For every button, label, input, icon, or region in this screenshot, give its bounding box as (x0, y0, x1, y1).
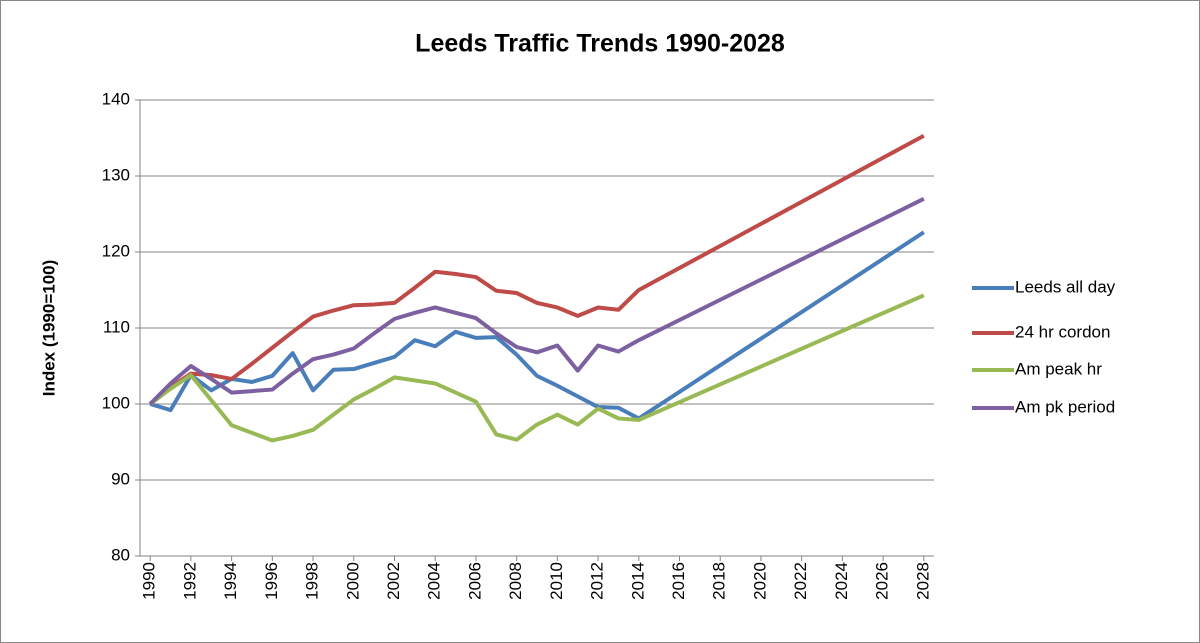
series-line (148, 293, 925, 443)
x-tick-label: 2026 (873, 562, 892, 600)
x-tick-label: 1990 (140, 562, 159, 600)
y-tick-label: 90 (111, 469, 130, 488)
x-tick-label: 2022 (791, 562, 810, 600)
series-line (148, 133, 925, 406)
y-tick-label: 80 (111, 545, 130, 564)
x-tick-label: 1996 (262, 562, 281, 600)
x-tick-label: 2000 (343, 562, 362, 600)
y-tick-label: 130 (102, 165, 130, 184)
x-tick-label: 2024 (832, 562, 851, 600)
legend-label: Am pk period (1015, 397, 1115, 416)
chart-title: Leeds Traffic Trends 1990-2028 (415, 30, 785, 58)
x-tick-label: 2018 (710, 562, 729, 600)
x-tick-label: 2028 (913, 562, 932, 600)
x-tick-label: 2014 (628, 562, 647, 600)
x-tick-label: 2012 (588, 562, 607, 600)
y-axis-label: Index (1990=100) (39, 260, 58, 397)
series-line (149, 230, 925, 421)
x-tick-label: 1998 (303, 562, 322, 600)
x-tick-label: 1994 (221, 562, 240, 600)
y-tick-label: 110 (103, 317, 130, 336)
x-tick-label: 2008 (506, 562, 525, 600)
y-tick-label: 100 (102, 393, 130, 412)
legend-label: 24 hr cordon (1015, 322, 1110, 341)
y-tick-label: 120 (102, 241, 130, 260)
legend-label: Am peak hr (1015, 359, 1102, 378)
x-tick-label: 2006 (465, 562, 484, 600)
x-tick-label: 2020 (750, 562, 769, 600)
y-tick-label: 140 (102, 89, 130, 108)
x-tick-label: 2016 (669, 562, 688, 600)
x-tick-label: 2010 (547, 562, 566, 600)
x-tick-label: 2004 (425, 562, 444, 600)
series-line (148, 197, 925, 406)
x-tick-label: 2002 (384, 562, 403, 600)
x-tick-label: 1992 (180, 562, 199, 600)
legend-label: Leeds all day (1015, 277, 1116, 296)
